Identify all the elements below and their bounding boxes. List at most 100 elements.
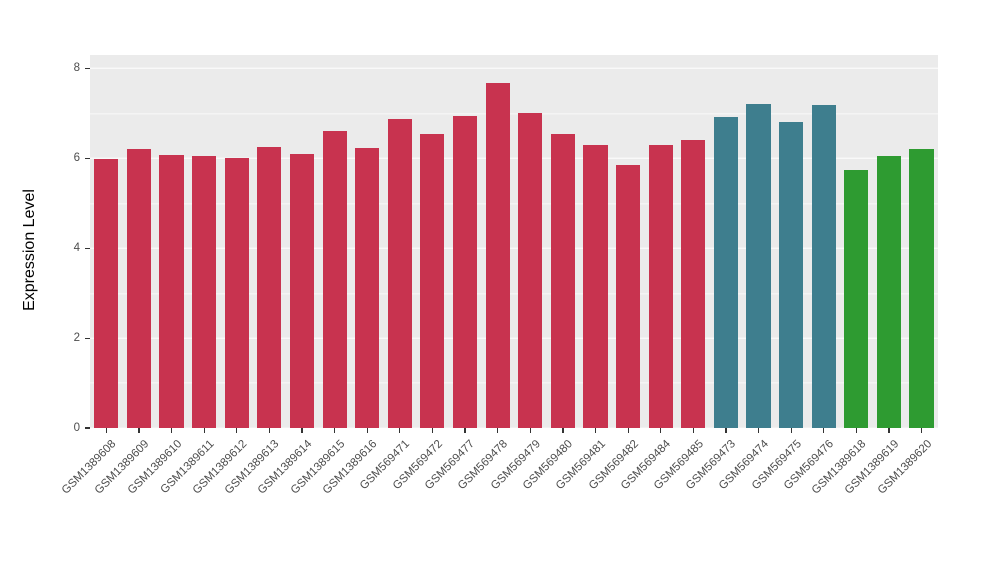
x-tick-mark xyxy=(334,428,336,433)
y-tick-mark xyxy=(85,427,90,429)
bar-slot xyxy=(416,55,449,428)
bar-slot xyxy=(286,55,319,428)
bar-slot xyxy=(579,55,612,428)
x-tick-mark xyxy=(105,428,107,433)
bar-GSM569478 xyxy=(485,82,510,428)
x-tick-mark xyxy=(301,428,303,433)
x-tick-mark xyxy=(399,428,401,433)
x-tick-mark xyxy=(366,428,368,433)
x-tick-mark xyxy=(921,428,923,433)
bar-GSM1389614 xyxy=(289,153,315,428)
x-tick-mark xyxy=(627,428,629,433)
x-tick-mark xyxy=(170,428,173,433)
bar-slot xyxy=(220,55,253,428)
y-tick-mark xyxy=(85,67,90,70)
bar-GSM1389610 xyxy=(159,154,184,428)
bar-slot xyxy=(742,55,775,428)
bar-GSM1389619 xyxy=(876,156,901,428)
major-gridline xyxy=(90,67,938,70)
bars xyxy=(90,55,938,428)
bar-GSM569471 xyxy=(387,118,412,428)
x-tick-mark xyxy=(692,428,694,433)
x-tick-mark xyxy=(431,428,434,433)
y-tick-label: 0 xyxy=(73,422,80,434)
x-tick-mark xyxy=(823,428,825,433)
minor-gridline xyxy=(90,113,938,114)
bar-GSM569485 xyxy=(681,139,706,428)
bar-GSM569475 xyxy=(779,122,804,428)
bar-slot xyxy=(514,55,547,428)
bar-slot xyxy=(318,55,351,428)
bar-slot xyxy=(253,55,286,428)
x-tick-mark xyxy=(888,428,890,433)
y-tick-mark xyxy=(85,247,90,249)
x-tick-mark xyxy=(758,428,760,433)
x-tick-mark xyxy=(268,428,270,433)
bar-slot xyxy=(90,55,123,428)
bar-GSM1389618 xyxy=(844,169,869,428)
y-tick-label: 4 xyxy=(73,242,80,255)
x-tick-mark xyxy=(236,428,238,433)
bar-GSM569472 xyxy=(420,133,445,428)
y-tick-label: 2 xyxy=(73,332,80,345)
bar-GSM569477 xyxy=(452,115,478,428)
bar-GSM569484 xyxy=(648,144,673,428)
major-gridline xyxy=(90,337,938,339)
x-tick-mark xyxy=(464,428,466,433)
bar-slot xyxy=(383,55,416,428)
bar-slot xyxy=(351,55,384,428)
x-tick-mark xyxy=(497,428,499,433)
bar-slot xyxy=(188,55,221,428)
bar-GSM569476 xyxy=(811,105,836,428)
x-tick-mark xyxy=(594,428,597,433)
bar-GSM569474 xyxy=(746,104,771,428)
major-gridline xyxy=(90,247,938,249)
bar-slot xyxy=(612,55,645,428)
y-tick-label: 6 xyxy=(73,152,80,165)
bar-slot xyxy=(807,55,840,428)
major-gridline xyxy=(90,157,938,160)
x-tick-mark xyxy=(790,428,792,433)
plot-area xyxy=(90,55,938,429)
bar-GSM1389615 xyxy=(322,131,347,428)
bar-GSM569482 xyxy=(615,165,641,428)
bar-slot xyxy=(123,55,156,428)
bar-slot xyxy=(547,55,580,428)
bar-GSM1389611 xyxy=(192,156,217,428)
bar-GSM569480 xyxy=(550,133,575,428)
x-tick-mark xyxy=(138,428,140,433)
x-tick-mark xyxy=(562,428,564,433)
bar-slot xyxy=(775,55,808,428)
bar-GSM1389616 xyxy=(355,148,380,428)
y-tick-mark xyxy=(85,157,90,159)
minor-gridline xyxy=(90,202,938,204)
y-tick-mark xyxy=(85,337,90,339)
bar-slot xyxy=(449,55,482,428)
bar-slot xyxy=(481,55,514,428)
y-tick-label: 8 xyxy=(73,62,80,75)
bar-GSM1389620 xyxy=(909,149,934,428)
bar-GSM1389609 xyxy=(126,149,151,428)
bar-GSM569481 xyxy=(583,144,608,428)
bar-GSM1389608 xyxy=(94,159,119,428)
x-tick-mark xyxy=(660,428,662,433)
bar-GSM1389613 xyxy=(257,147,282,428)
bar-slot xyxy=(873,55,906,428)
gridlines xyxy=(90,55,938,429)
bar-slot xyxy=(644,55,677,428)
x-tick-mark xyxy=(725,428,727,433)
bar-slot xyxy=(905,55,938,428)
x-tick-mark xyxy=(529,428,531,433)
minor-gridline xyxy=(90,382,938,384)
bar-slot xyxy=(155,55,188,428)
bar-slot xyxy=(677,55,710,428)
bar-slot xyxy=(710,55,743,428)
bar-slot xyxy=(840,55,873,428)
major-gridline xyxy=(90,427,938,429)
bar-GSM569479 xyxy=(518,113,543,428)
bar-GSM569473 xyxy=(713,117,738,428)
minor-gridline xyxy=(90,292,938,294)
x-tick-mark xyxy=(203,428,205,433)
bar-GSM1389612 xyxy=(224,158,249,428)
